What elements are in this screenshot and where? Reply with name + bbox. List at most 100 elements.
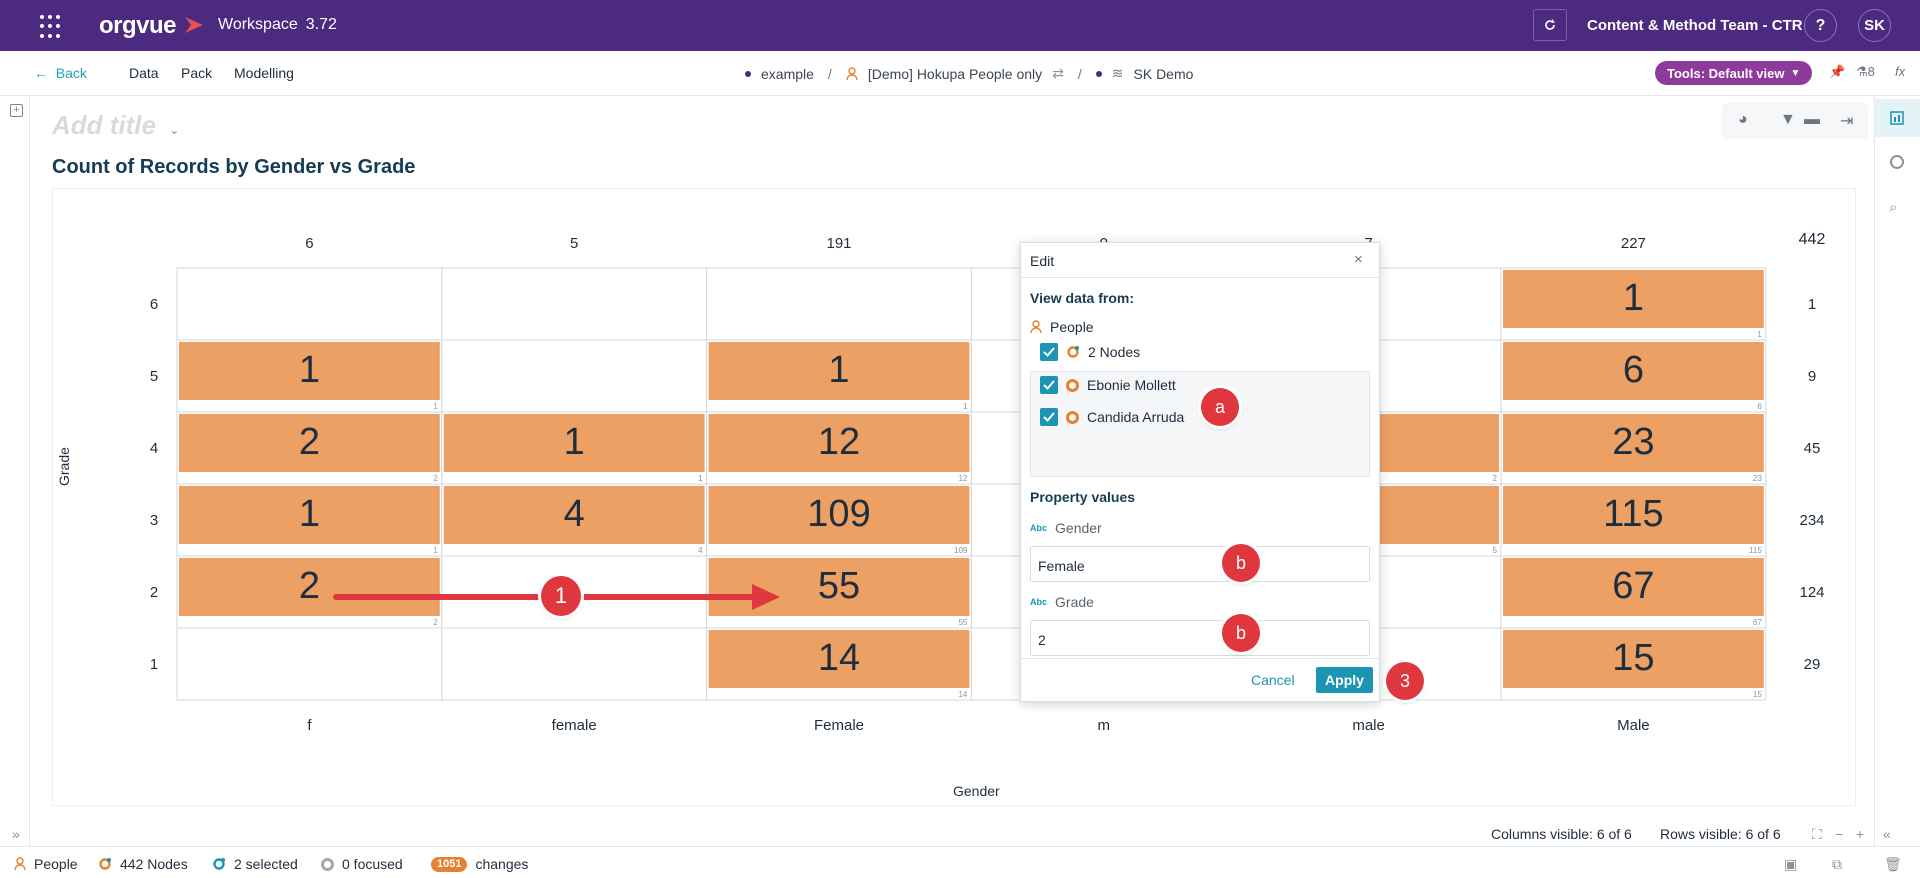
arrow-head-icon [752, 584, 780, 610]
cell-count: 1 [1757, 330, 1762, 339]
team-name[interactable]: Content & Method Team - CTR [1587, 17, 1803, 34]
annotation-marker-3: 3 [1386, 662, 1424, 700]
gender-input[interactable]: Female [1030, 546, 1370, 582]
nodes-status-label: 442 Nodes [120, 856, 188, 872]
check-icon [1043, 380, 1055, 390]
focused-status[interactable]: 0 focused [321, 856, 403, 872]
fit-icon[interactable]: ⛶ [1812, 826, 1822, 842]
chevron-down-icon: ▼ [1790, 67, 1801, 79]
circle-icon[interactable] [1890, 155, 1904, 169]
x-tick-label: male [1352, 717, 1385, 734]
checkbox-nodes[interactable] [1040, 343, 1058, 361]
nav-modelling[interactable]: Modelling [234, 65, 294, 81]
cell-count: 55 [958, 618, 967, 627]
export-icon[interactable]: ⇥ [1840, 113, 1854, 130]
heatmap-bar [708, 486, 970, 544]
node-row[interactable]: Ebonie Mollett [1040, 376, 1176, 394]
columns-visible: Columns visible: 6 of 6 [1491, 826, 1632, 842]
palette-icon[interactable]: ◕ [1738, 111, 1748, 128]
dataset-status[interactable]: People [14, 856, 78, 872]
column-total: 6 [305, 235, 313, 252]
comment-icon[interactable]: ▬ [1804, 111, 1820, 128]
cell-count: 115 [1749, 546, 1762, 555]
node-row[interactable]: Candida Arruda [1040, 408, 1184, 426]
collapse-icon[interactable]: « [1883, 826, 1891, 842]
add-panel-icon[interactable]: + [10, 104, 23, 117]
cancel-button[interactable]: Cancel [1251, 672, 1295, 688]
cell-value: 15 [1612, 637, 1654, 679]
cell-count: 2 [433, 618, 438, 627]
apply-button[interactable]: Apply [1316, 667, 1373, 693]
nodes-status[interactable]: 442 Nodes [98, 856, 188, 872]
logo[interactable]: orgvue [99, 12, 177, 39]
back-link[interactable]: ← Back [34, 65, 87, 81]
heatmap-bar [179, 486, 440, 544]
heatmap-cell[interactable] [441, 627, 708, 701]
dialog-header: Edit × [1021, 243, 1379, 278]
y-tick-label: 1 [150, 656, 158, 673]
heatmap-cell[interactable] [441, 339, 708, 413]
search-icon[interactable]: ⌕ [1889, 199, 1898, 216]
users-count[interactable]: ⚗8 [1856, 64, 1875, 80]
crumb-separator: / [827, 65, 832, 82]
x-tick-label: female [552, 717, 597, 734]
cell-count: 67 [1753, 618, 1762, 627]
checkbox-node[interactable] [1040, 376, 1058, 394]
add-icon[interactable]: ▣ [1784, 856, 1798, 872]
selected-status-label: 2 selected [234, 856, 298, 872]
focused-icon [321, 857, 334, 871]
selected-status[interactable]: 2 selected [212, 856, 298, 872]
chevron-down-icon: ⌄ [169, 123, 180, 137]
chart-title: Count of Records by Gender vs Grade [52, 156, 416, 178]
filter-icon[interactable]: ▼ [1780, 111, 1796, 128]
zoom-out-icon[interactable]: − [1835, 826, 1844, 842]
heatmap-bar [708, 414, 970, 472]
app-launcher-icon[interactable] [40, 15, 64, 39]
heatmap-cell[interactable] [706, 267, 972, 341]
trash-icon[interactable]: 🗑 [1884, 856, 1902, 872]
nav-data[interactable]: Data [129, 65, 159, 81]
zoom-in-icon[interactable]: + [1856, 826, 1865, 842]
heatmap-cell[interactable] [176, 627, 443, 701]
copy-icon[interactable]: ⧉ [1832, 856, 1842, 872]
checkbox-node[interactable] [1040, 408, 1058, 426]
add-title[interactable]: Add title ⌄ [52, 110, 179, 141]
y-tick-label: 5 [150, 368, 158, 385]
y-tick-label: 3 [150, 512, 158, 529]
pin-icon[interactable]: 📌 [1829, 64, 1846, 79]
help-button[interactable]: ? [1804, 9, 1837, 42]
selected-icon [213, 858, 225, 870]
crumb-example[interactable]: example [761, 65, 814, 82]
nodes-row[interactable]: 2 Nodes [1040, 343, 1140, 361]
user-avatar[interactable]: SK [1858, 9, 1891, 42]
close-icon[interactable]: × [1354, 251, 1363, 268]
formula-icon[interactable]: fx [1895, 64, 1906, 79]
cell-count: 23 [1753, 474, 1762, 483]
expand-icon[interactable]: » [12, 826, 20, 842]
person-icon [1030, 320, 1042, 334]
flask-icon: ⚗ [1856, 64, 1868, 79]
cell-count: 15 [1753, 690, 1762, 699]
grade-input[interactable]: 2 [1030, 620, 1370, 656]
heatmap-bar [1503, 270, 1764, 328]
heatmap-cell[interactable] [441, 267, 708, 341]
cell-count: 5 [1493, 546, 1498, 555]
heatmap-cell[interactable] [441, 555, 708, 629]
title-placeholder: Add title [52, 110, 156, 140]
heatmap-cell[interactable] [176, 267, 443, 341]
crumb-view[interactable]: SK Demo [1133, 65, 1194, 82]
refresh-button[interactable] [1533, 9, 1567, 41]
chart-view-tab[interactable] [1875, 99, 1920, 137]
workspace-label: Workspace [218, 16, 298, 33]
node-name: Candida Arruda [1087, 409, 1185, 425]
sync-icon[interactable]: ⇄ [1052, 65, 1064, 81]
crumb-dataset[interactable]: [Demo] Hokupa People only [867, 65, 1043, 82]
layers-icon: ≋ [1111, 65, 1124, 81]
y-tick-label: 6 [150, 296, 158, 313]
changes-status[interactable]: 1051 changes [431, 856, 528, 872]
x-tick-label: Female [814, 717, 864, 734]
y-tick-label: 4 [150, 440, 158, 457]
nav-pack[interactable]: Pack [181, 65, 213, 81]
row-total: 124 [1799, 584, 1824, 601]
tools-dropdown[interactable]: Tools: Default view ▼ [1655, 61, 1813, 85]
